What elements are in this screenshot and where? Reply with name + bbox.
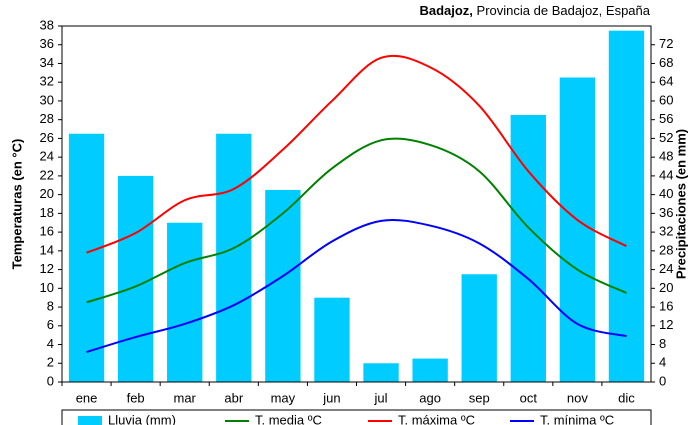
y2-tick-label: 44 xyxy=(659,167,673,182)
y-tick-label: 34 xyxy=(40,55,54,70)
x-tick-label: sep xyxy=(469,390,490,405)
bar xyxy=(167,222,203,382)
legend-label: Lluvia (mm) xyxy=(108,412,176,425)
y2-axis-label: Precipitaciones (en mm) xyxy=(673,129,688,279)
y-tick-label: 2 xyxy=(47,355,54,370)
y-tick-label: 20 xyxy=(40,186,54,201)
x-tick-label: oct xyxy=(520,390,538,405)
title-bold: Badajoz, xyxy=(419,3,472,18)
legend-label: T. mínima ºC xyxy=(540,412,614,425)
y-tick-label: 8 xyxy=(47,298,54,313)
line xyxy=(86,218,627,353)
y-tick-label: 10 xyxy=(40,280,54,295)
y-tick-label: 28 xyxy=(40,111,54,126)
y2-tick-label: 28 xyxy=(659,242,673,257)
x-tick-label: feb xyxy=(127,390,145,405)
bar xyxy=(265,189,301,382)
bar xyxy=(314,297,350,382)
x-tick-label: may xyxy=(271,390,296,405)
y2-tick-label: 16 xyxy=(659,298,673,313)
y2-tick-label: 64 xyxy=(659,74,673,89)
y-tick-label: 30 xyxy=(40,92,54,107)
y2-tick-label: 68 xyxy=(659,55,673,70)
y2-tick-label: 72 xyxy=(659,36,673,51)
legend-swatch xyxy=(78,416,102,425)
x-tick-label: mar xyxy=(174,390,197,405)
y2-tick-label: 36 xyxy=(659,205,673,220)
y2-tick-label: 56 xyxy=(659,111,673,126)
y-tick-label: 14 xyxy=(40,242,54,257)
line xyxy=(86,54,627,254)
y-tick-label: 18 xyxy=(40,205,54,220)
y-tick-label: 26 xyxy=(40,130,54,145)
x-tick-label: dic xyxy=(618,390,635,405)
bar xyxy=(412,358,448,382)
y-tick-label: 22 xyxy=(40,167,54,182)
bar xyxy=(510,115,546,382)
bar xyxy=(117,175,154,382)
y-tick-label: 6 xyxy=(47,317,54,332)
bar xyxy=(363,363,399,382)
y2-tick-label: 48 xyxy=(659,149,673,164)
y-tick-label: 12 xyxy=(40,261,54,276)
y-tick-label: 32 xyxy=(40,74,54,89)
legend-box xyxy=(61,409,652,425)
y-tick-label: 38 xyxy=(40,17,54,32)
y2-tick-label: 32 xyxy=(659,224,673,239)
y2-tick-label: 0 xyxy=(659,373,666,388)
bar xyxy=(608,30,645,383)
y-axis-label: Temperaturas (en °C) xyxy=(9,139,24,270)
y2-tick-label: 20 xyxy=(659,280,673,295)
y2-tick-label: 40 xyxy=(659,186,673,201)
y2-tick-label: 4 xyxy=(659,355,666,370)
x-tick-label: ene xyxy=(76,390,98,405)
bar xyxy=(461,274,497,382)
x-tick-label: jun xyxy=(322,390,340,405)
y2-tick-label: 8 xyxy=(659,336,666,351)
x-tick-label: ago xyxy=(419,390,441,405)
y-tick-label: 0 xyxy=(47,373,54,388)
y2-tick-label: 52 xyxy=(659,130,673,145)
line xyxy=(86,137,627,304)
y-tick-label: 24 xyxy=(40,149,54,164)
bar xyxy=(559,77,596,383)
x-tick-label: abr xyxy=(224,390,243,405)
y-tick-label: 16 xyxy=(40,224,54,239)
legend-label: T. media ºC xyxy=(255,412,322,425)
bar xyxy=(216,133,252,382)
y-tick-label: 36 xyxy=(40,36,54,51)
y-tick-label: 4 xyxy=(47,336,54,351)
x-tick-label: nov xyxy=(567,390,588,405)
title-rest: Provincia de Badajoz, España xyxy=(477,3,651,18)
bar xyxy=(68,133,105,382)
y2-tick-label: 60 xyxy=(659,92,673,107)
y2-tick-label: 24 xyxy=(659,261,673,276)
y2-tick-label: 12 xyxy=(659,317,673,332)
chart-title: Badajoz, Provincia de Badajoz, España xyxy=(419,3,650,18)
legend-label: T. máxima ºC xyxy=(398,412,475,425)
x-tick-label: jul xyxy=(374,390,388,405)
